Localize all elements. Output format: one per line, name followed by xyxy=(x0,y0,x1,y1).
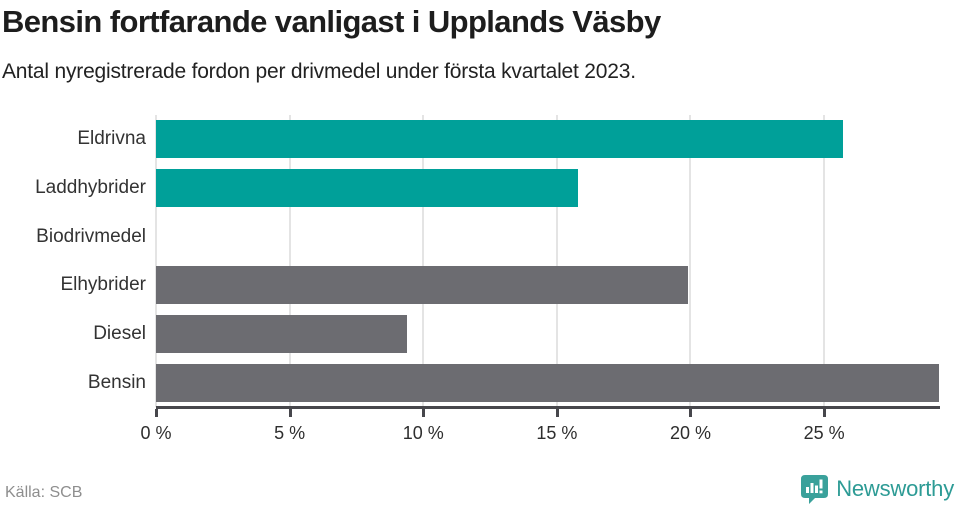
category-label: Bensin xyxy=(87,371,146,393)
gridline xyxy=(155,115,157,407)
category-label: Eldrivna xyxy=(77,128,146,150)
gridline xyxy=(288,115,291,407)
x-axis-line xyxy=(156,406,940,409)
x-axis-tick-label: 15 % xyxy=(536,423,578,443)
bar-elhybrider xyxy=(156,266,688,305)
gridline xyxy=(823,115,826,407)
category-label: Diesel xyxy=(93,323,146,344)
category-label: Elhybrider xyxy=(60,274,146,296)
x-axis-tick-label: 5 % xyxy=(274,423,306,443)
x-axis-tick-label: 10 % xyxy=(402,423,444,443)
source-note: Källa: SCB xyxy=(5,484,83,501)
x-axis-tick-label: 20 % xyxy=(669,423,711,443)
chart-subtitle: Antal nyregistrerade fordon per drivmede… xyxy=(2,60,636,83)
x-axis-tick xyxy=(555,409,559,417)
gridline xyxy=(689,115,692,407)
category-label: Laddhybrider xyxy=(35,177,146,198)
x-axis-tick-label: 0 % xyxy=(140,423,172,443)
x-axis-tick xyxy=(288,409,292,417)
newsworthy-wordmark: Newsworthy xyxy=(836,476,954,501)
x-axis-tick-label: 25 % xyxy=(803,423,845,443)
bar-diesel xyxy=(156,315,408,353)
x-axis-tick xyxy=(155,409,158,417)
chart-title: Bensin fortfarande vanligast i Upplands … xyxy=(2,4,661,39)
gridline xyxy=(555,115,558,407)
x-axis-tick xyxy=(689,409,693,417)
newsworthy-brand: Newsworthy xyxy=(801,474,954,504)
x-axis-tick xyxy=(823,409,827,417)
x-axis-tick xyxy=(422,409,426,417)
gridline xyxy=(422,115,425,407)
category-label: Biodrivmedel xyxy=(36,225,146,247)
bar-eldrivna xyxy=(156,120,843,159)
bar-bensin xyxy=(156,363,939,402)
bar-laddhybrider xyxy=(156,169,579,207)
newsworthy-logo-icon xyxy=(801,474,829,504)
